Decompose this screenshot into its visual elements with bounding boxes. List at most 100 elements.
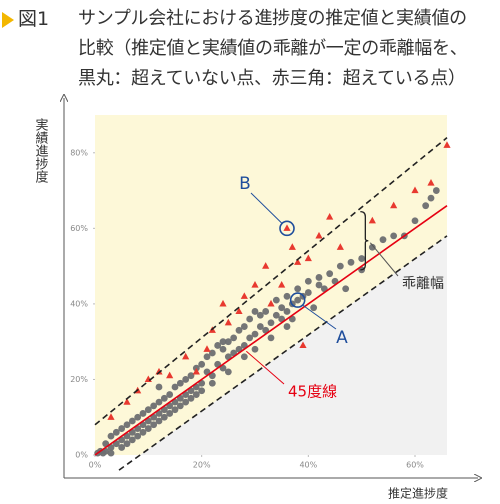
leader-line [302, 304, 337, 330]
triangle-point [267, 299, 275, 307]
triangle-point [203, 345, 211, 352]
dot-point [336, 262, 344, 270]
dot-point [427, 194, 435, 202]
dot-point [214, 342, 222, 349]
dot-point [251, 308, 259, 315]
dot-point [123, 421, 131, 429]
triangle-point [288, 243, 296, 250]
dot-point [347, 258, 355, 266]
dot-point [283, 308, 291, 315]
dot-point [171, 383, 179, 391]
y-tick-label: 20% [70, 375, 88, 384]
dot-point [123, 440, 131, 448]
dot-point [294, 285, 302, 293]
dot-point [166, 410, 174, 417]
dot-point [187, 394, 195, 402]
triangle-point [390, 201, 398, 209]
dot-point [358, 255, 366, 262]
triangle-point [166, 371, 174, 379]
triangle-point [368, 216, 376, 224]
triangle-point [304, 254, 312, 262]
dot-point [283, 323, 291, 330]
annotation-label: B [239, 174, 251, 194]
figure-label: 図1 [18, 8, 50, 30]
dot-point [219, 345, 227, 353]
triangle-point [240, 292, 248, 299]
dot-point [342, 285, 350, 293]
triangle-point [411, 186, 419, 194]
dot-point [235, 326, 243, 334]
dot-point [198, 387, 206, 395]
dot-point [144, 425, 152, 432]
triangle-point [315, 231, 323, 239]
dot-point [128, 417, 136, 425]
dot-point [187, 372, 195, 380]
dot-point [208, 349, 216, 357]
x-tick-label: 0% [89, 461, 102, 470]
triangle-point [251, 281, 259, 288]
dot-point [107, 449, 115, 457]
dot-point [118, 425, 126, 432]
dot-point [139, 428, 147, 436]
dot-point [294, 296, 302, 304]
x-tick-label: 40% [299, 461, 317, 470]
dot-point [118, 444, 126, 451]
leader-line [369, 242, 399, 277]
boundary-line [118, 235, 448, 471]
triangle-point [443, 141, 451, 148]
dot-point [411, 217, 419, 225]
dot-point [139, 410, 147, 417]
dot-point [171, 406, 179, 414]
gap-bracket [360, 210, 369, 271]
triangle-point [219, 299, 227, 307]
triangle-point [155, 367, 163, 375]
x-axis-label: 推定進捗度 [388, 486, 448, 501]
dot-point [240, 323, 248, 330]
dot-point [224, 368, 232, 376]
dot-point [368, 243, 376, 251]
dot-point [182, 398, 190, 406]
dot-point [256, 311, 264, 319]
dot-point [304, 289, 312, 296]
dot-point [262, 308, 270, 315]
dot-point [240, 353, 248, 361]
title-line: サンプル会社における進捗度の推定値と実績値の [78, 8, 467, 29]
dot-point [251, 330, 259, 338]
dot-point [150, 402, 158, 410]
dot-point [304, 277, 312, 285]
triangle-point [427, 179, 435, 186]
dot-point [176, 402, 184, 410]
dot-point [379, 236, 387, 244]
dot-point [166, 391, 174, 398]
annotation-label: 乖離幅 [402, 275, 444, 292]
dot-point [192, 391, 200, 398]
dot-point [310, 304, 318, 312]
y-tick-label: 40% [70, 299, 88, 308]
dot-point [315, 274, 323, 281]
dot-point [155, 398, 163, 406]
y-tick-label: 0% [75, 451, 88, 460]
dot-point [176, 379, 184, 387]
title-line: 黒丸：超えていない点、赤三角：超えている点） [78, 68, 466, 89]
header: 図1 サンプル会社における進捗度の推定値と実績値の 比較（推定値と実績値の乖離が一… [0, 4, 500, 96]
dot-point [155, 417, 163, 425]
title-line: 比較（推定値と実績値の乖離が一定の乖離幅を、 [78, 38, 468, 59]
triangle-point [299, 341, 307, 349]
dot-point [128, 436, 136, 444]
triangle-point [326, 213, 334, 220]
dot-point [246, 334, 254, 342]
dot-point [432, 187, 440, 194]
y-tick-label: 80% [70, 148, 88, 157]
dot-point [150, 421, 158, 429]
dot-point [256, 323, 264, 330]
triangle-point [283, 224, 291, 231]
leader-line [250, 192, 283, 224]
annotation-label: 45度線 [288, 383, 337, 401]
dot-point [144, 406, 152, 414]
diagonal-line [94, 205, 448, 456]
dot-point [278, 304, 286, 312]
dot-point [422, 202, 430, 210]
triangle-point [123, 398, 131, 405]
dot-point [155, 383, 163, 391]
triangle-point [182, 352, 190, 360]
